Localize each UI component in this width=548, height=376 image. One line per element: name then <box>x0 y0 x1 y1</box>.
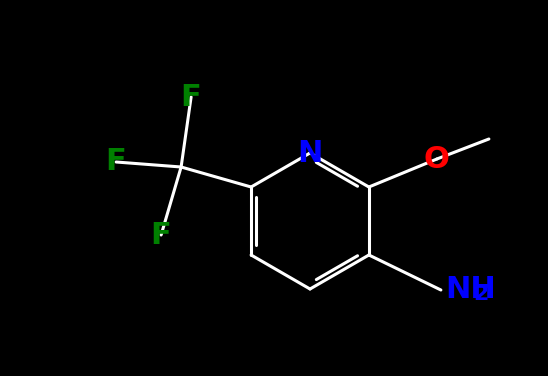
Text: F: F <box>151 220 172 250</box>
Text: F: F <box>106 147 127 176</box>
Text: 2: 2 <box>473 284 488 304</box>
Text: O: O <box>424 144 450 173</box>
Text: F: F <box>181 82 202 112</box>
Text: N: N <box>298 138 323 167</box>
Text: NH: NH <box>445 276 495 305</box>
